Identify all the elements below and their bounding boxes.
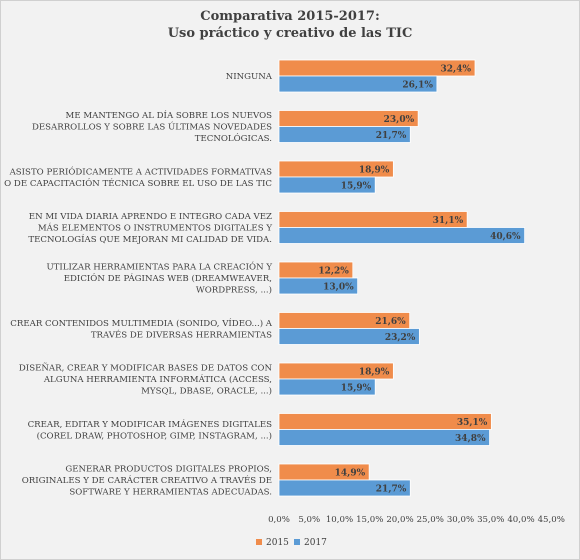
category-label-line: TRAVÉS DE DIVERSAS HERRAMIENTAS [91, 328, 272, 340]
category-label-line: CREAR, EDITAR Y MODIFICAR IMÁGENES DIGIT… [28, 418, 273, 430]
data-label-2017: 40,6% [490, 232, 521, 242]
category-label-line: UTILIZAR HERRAMIENTAS PARA LA CREACIÓN Y [46, 261, 272, 273]
legend-label-2017: 2017 [304, 538, 327, 548]
data-label-2015: 31,1% [433, 216, 464, 226]
category-label-line: DESARROLLOS Y SOBRE LAS ÚLTIMAS NOVEDADE… [32, 121, 272, 133]
category-label-line: DISEÑAR, CREAR Y MODIFICAR BASES DE DATO… [19, 362, 273, 374]
bar-2017 [278, 429, 490, 446]
data-label-2015: 21,6% [375, 317, 406, 327]
legend-swatch-2015 [256, 539, 262, 545]
category-label-line: ORIGINALES Y DE CARÁCTER CREATIVO A TRAV… [22, 474, 272, 486]
category-label-line: EN MI VIDA DIARIA APRENDO E INTEGRO CADA… [29, 212, 272, 222]
category-labels: NINGUNA ME MANTENGO AL DÍA SOBRE LOS NUEV… [4, 72, 273, 498]
category-label: UTILIZAR HERRAMIENTAS PARA LA CREACIÓN Y… [46, 261, 272, 296]
category-label: CREAR CONTENIDOS MULTIMEDIA (SONIDO, VÍD… [10, 317, 272, 341]
category-label-line: O DE CAPACITACIÓN TÉCNICA SOBRE EL USO D… [4, 177, 272, 189]
category-label: ME MANTENGO AL DÍA SOBRE LOS NUEVOS DESAR… [32, 109, 272, 144]
x-tick-label: 15,0% [356, 515, 383, 525]
bar-2017 [278, 75, 438, 93]
data-label-2017: 15,9% [341, 384, 372, 394]
category-label-line: MÁS ELEMENTOS O INSTRUMENTOS DIGITALES Y [38, 222, 272, 234]
category-label-line: EDICIÓN DE PÁGINAS WEB (DREAMWEAVER, [64, 272, 272, 284]
data-label-2015: 18,9% [359, 166, 390, 176]
bar-2017 [278, 126, 411, 143]
category-label: CREAR, EDITAR Y MODIFICAR IMÁGENES DIGIT… [28, 418, 273, 442]
category-label-line: ALGUNA HERRAMIENTA INFORMÁTICA (ACCESS, [43, 373, 272, 385]
data-label-2017: 21,7% [376, 485, 407, 495]
chart-title: Comparativa 2015-2017: Uso práctico y cr… [0, 8, 580, 42]
category-label-line: WORDPRESS, ...) [196, 285, 272, 296]
category-label-line: CREAR CONTENIDOS MULTIMEDIA (SONIDO, VÍD… [10, 317, 272, 329]
category-label: EN MI VIDA DIARIA APRENDO E INTEGRO CADA… [28, 212, 272, 245]
x-tick-label: 30,0% [447, 515, 474, 525]
x-tick-label: 5,0% [298, 515, 320, 525]
data-labels: 32,4% 26,1% 23,0% 21,7% 18,9% 15,9% 31,1% 40,6%… [318, 65, 521, 495]
data-label-2017: 21,7% [376, 131, 407, 141]
bar-2017 [278, 378, 376, 396]
category-label-line: ASISTO PERIÓDICAMENTE A ACTIVIDADES FORM… [9, 165, 273, 177]
x-axis-ticks: 0,0% 5,0% 10,0% 15,0% 20,0% 25,0% 30,0% 35,0% 40… [268, 515, 565, 525]
category-label-line: TECNOLOGÍAS QUE MEJORAN MI CALIDAD DE VI… [28, 233, 272, 245]
bar-2017 [278, 227, 526, 244]
x-tick-label: 10,0% [326, 515, 353, 525]
legend: 2015 2017 [256, 538, 327, 548]
category-label-line: SOFTWARE Y HERRAMIENTAS ADECUADAS. [69, 488, 272, 498]
data-label-2017: 34,8% [455, 434, 486, 444]
data-label-2015: 18,9% [359, 368, 390, 378]
x-tick-label: 35,0% [477, 515, 504, 525]
chart-title-line-2: Uso práctico y creativo de las TIC [167, 26, 413, 41]
x-tick-label: 40,0% [507, 515, 534, 525]
bar-2017 [278, 176, 376, 194]
x-tick-label: 20,0% [386, 515, 413, 525]
data-label-2017: 15,9% [341, 182, 372, 192]
chart-title-line-1: Comparativa 2015-2017: [200, 9, 380, 24]
data-label-2017: 23,2% [385, 333, 416, 343]
category-label-line: GENERAR PRODUCTOS DIGITALES PROPIOS, [65, 465, 272, 475]
data-label-2015: 12,2% [318, 267, 349, 277]
data-label-2017: 26,1% [402, 81, 433, 91]
x-tick-label: 25,0% [417, 515, 444, 525]
bar-2017 [278, 277, 359, 295]
bar-2017 [278, 479, 411, 497]
x-tick-label: 0,0% [268, 515, 290, 525]
bar-2017 [278, 328, 420, 345]
category-label-line: MYSQL, DBASE, ORACLE, ...) [141, 386, 272, 397]
legend-label-2015: 2015 [266, 538, 289, 548]
category-label: DISEÑAR, CREAR Y MODIFICAR BASES DE DATO… [19, 362, 273, 397]
data-label-2015: 23,0% [384, 115, 415, 125]
bars [278, 59, 526, 497]
category-label: NINGUNA [226, 72, 273, 82]
data-label-2015: 14,9% [335, 469, 366, 479]
legend-swatch-2017 [294, 539, 300, 545]
category-label-line: TECNOLÓGICAS. [195, 132, 272, 144]
x-tick-label: 45,0% [538, 515, 565, 525]
data-label-2015: 35,1% [457, 418, 488, 428]
data-label-2017: 13,0% [323, 283, 354, 293]
category-label: ASISTO PERIÓDICAMENTE A ACTIVIDADES FORM… [4, 165, 272, 189]
category-label-line: NINGUNA [226, 72, 273, 82]
data-label-2015: 32,4% [441, 65, 472, 75]
category-label: GENERAR PRODUCTOS DIGITALES PROPIOS, ORIG… [22, 465, 272, 498]
category-label-line: ME MANTENGO AL DÍA SOBRE LOS NUEVOS [66, 109, 273, 121]
category-label-line: (COREL DRAW, PHOTOSHOP, GIMP, INSTAGRAM,… [37, 430, 272, 441]
